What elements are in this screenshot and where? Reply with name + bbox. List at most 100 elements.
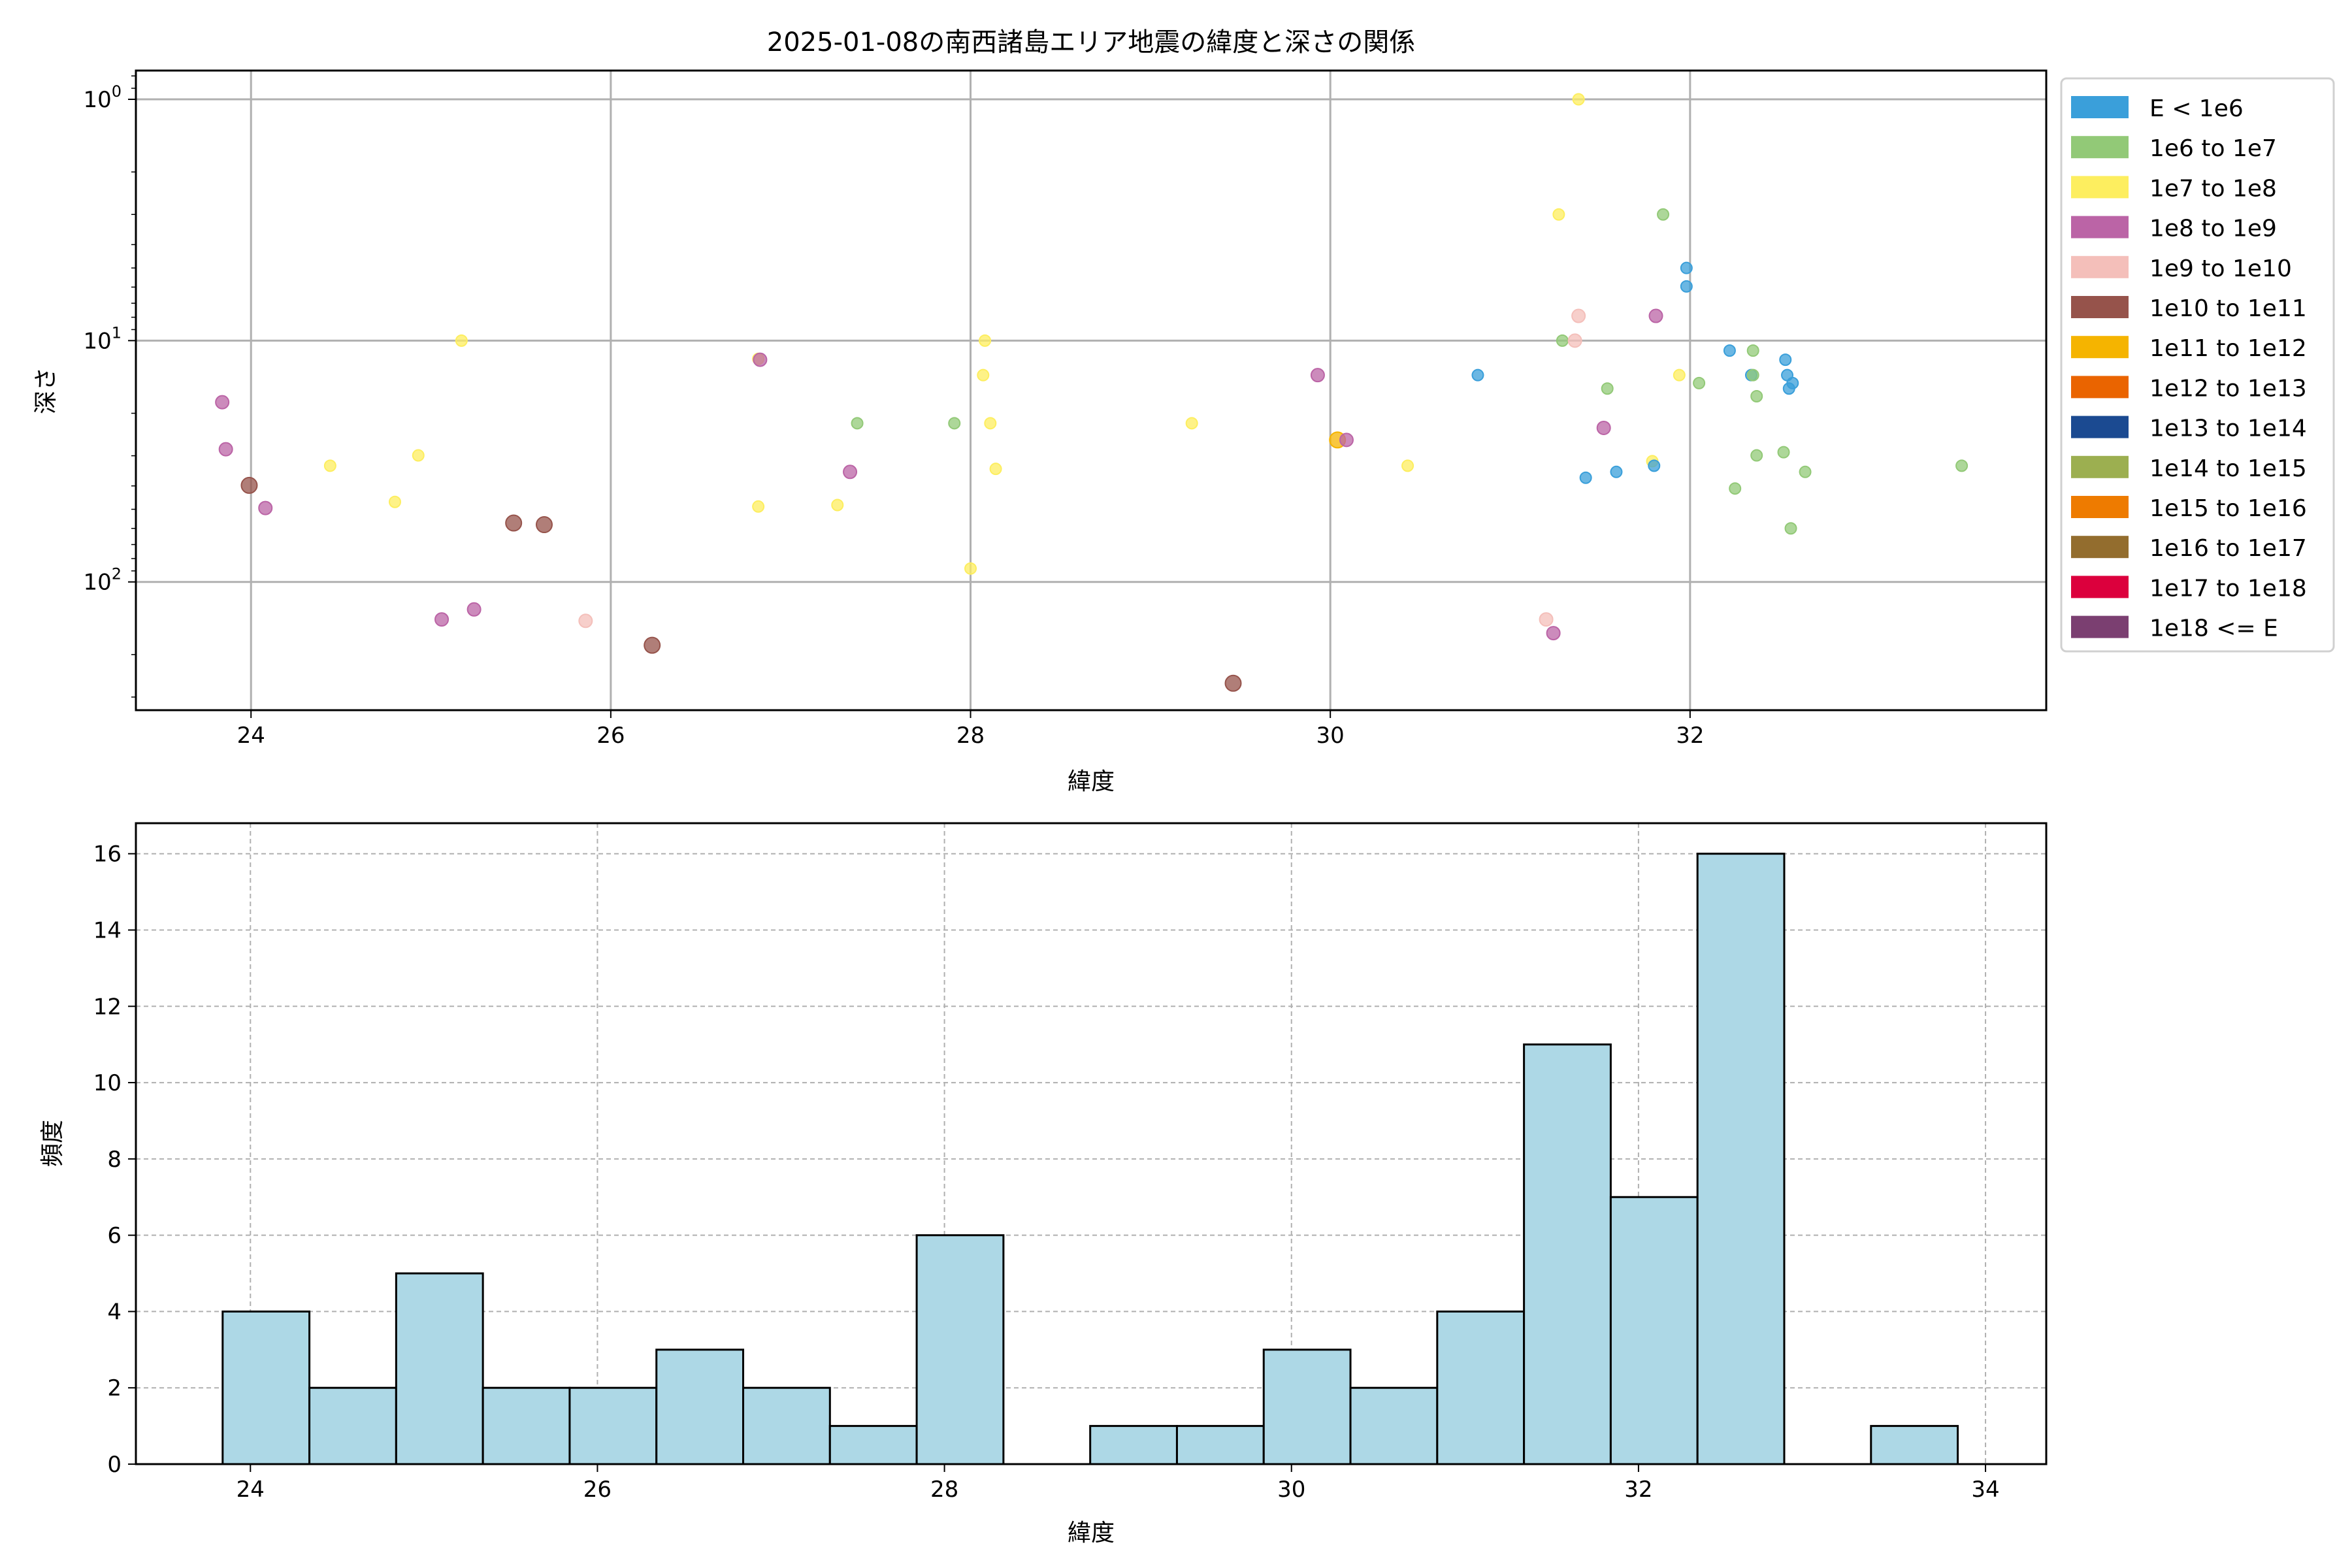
chart-title: 2025-01-08の南西諸島エリア地震の緯度と深さの関係 [767, 27, 1415, 57]
scatter-point [1648, 308, 1663, 323]
y-tick-label: 16 [93, 841, 122, 868]
scatter-point [1401, 459, 1414, 472]
histogram-bar [1436, 1310, 1526, 1465]
scatter-point [1750, 389, 1763, 402]
histogram-bar [1696, 853, 1786, 1465]
y-tick-label: 101 [83, 323, 122, 354]
histogram-bar [915, 1234, 1005, 1465]
legend-label: 1e17 to 1e18 [2149, 575, 2307, 602]
y-tick-label: 0 [107, 1452, 122, 1478]
legend-label: 1e12 to 1e13 [2149, 375, 2307, 402]
y-tick-label: 12 [93, 994, 122, 1020]
legend-swatch [2071, 576, 2129, 598]
legend-swatch [2071, 216, 2129, 238]
legend-label: 1e15 to 1e16 [2149, 495, 2307, 522]
scatter-point [1556, 334, 1569, 347]
scatter-point [1777, 446, 1790, 459]
scatter-plot: 24 26 28 30 32 100 101 102 [83, 69, 2048, 749]
scatter-point [964, 562, 977, 575]
scatter-point [1799, 465, 1812, 478]
scatter-point [1601, 382, 1614, 395]
legend-swatch [2071, 336, 2129, 359]
histogram-bar [1089, 1425, 1178, 1465]
scatter-point [1552, 208, 1565, 221]
scatter-point [455, 334, 468, 347]
legend-label: 1e13 to 1e14 [2149, 416, 2307, 442]
scatter-point [831, 498, 844, 512]
scatter-point [1339, 433, 1354, 448]
y-tick-label: 2 [107, 1375, 122, 1401]
y-tick-label: 4 [107, 1299, 122, 1325]
legend-label: 1e9 to 1e10 [2149, 255, 2292, 282]
scatter-point [218, 442, 233, 457]
legend-swatch [2071, 496, 2129, 518]
scatter-point [258, 500, 273, 515]
scatter-point [1567, 333, 1582, 348]
y-tick-label: 10 [93, 1070, 122, 1096]
histogram-bar [568, 1386, 658, 1465]
scatter-point [1786, 376, 1799, 389]
scatter-point [984, 417, 997, 430]
scatter-y-label: 深さ [33, 367, 59, 414]
scatter-point [1648, 459, 1661, 472]
legend-swatch [2071, 255, 2129, 278]
hist-y-label: 頻度 [39, 1120, 66, 1167]
hist-axes-frame [135, 822, 2048, 1465]
x-tick-label: 28 [930, 1477, 958, 1503]
scatter-point [1546, 626, 1561, 641]
scatter-point [1596, 420, 1611, 435]
scatter-point [1471, 368, 1484, 382]
y-tick-label: 100 [83, 82, 122, 113]
scatter-point [505, 514, 523, 532]
scatter-axes-frame [135, 69, 2048, 711]
scatter-point [1746, 368, 1759, 382]
scatter-point [1673, 368, 1686, 382]
scatter-point [644, 636, 661, 654]
histogram-bar [1523, 1043, 1612, 1465]
histogram-bar [828, 1425, 918, 1465]
legend-swatch [2071, 96, 2129, 118]
x-tick-label: 24 [237, 723, 265, 749]
scatter-point [977, 368, 990, 382]
hist-x-label: 緯度 [1068, 1520, 1115, 1546]
histogram-bar [395, 1272, 484, 1465]
x-tick-label: 30 [1277, 1477, 1305, 1503]
histogram-bar [1609, 1196, 1699, 1465]
histogram-bar [1349, 1386, 1439, 1465]
scatter-point [412, 449, 425, 462]
scatter-point [240, 476, 258, 494]
scatter-point [843, 465, 858, 480]
scatter-point [434, 612, 449, 627]
scatter-point [1310, 368, 1325, 383]
x-tick-label: 34 [1971, 1477, 1999, 1503]
scatter-point [535, 516, 553, 534]
histogram-bar [1870, 1425, 1959, 1465]
x-tick-label: 28 [956, 723, 985, 749]
scatter-point [1539, 612, 1554, 627]
scatter-point [1723, 344, 1736, 357]
scatter-point [1784, 522, 1797, 535]
histogram-bar [221, 1310, 311, 1465]
histogram-bar [1175, 1425, 1265, 1465]
y-tick-label: 102 [83, 565, 122, 596]
legend-swatch [2071, 416, 2129, 438]
scatter-point [388, 495, 401, 508]
legend-swatch [2071, 296, 2129, 318]
scatter-point [1579, 471, 1592, 484]
scatter-point [1657, 208, 1670, 221]
scatter-point [1680, 280, 1693, 293]
x-tick-label: 26 [596, 723, 625, 749]
scatter-point [1571, 308, 1586, 323]
legend-label: 1e16 to 1e17 [2149, 535, 2307, 562]
legend-swatch [2071, 455, 2129, 478]
histogram-bar [308, 1386, 397, 1465]
scatter-point [1693, 376, 1706, 389]
legend-swatch [2071, 176, 2129, 199]
scatter-point [1750, 449, 1763, 462]
scatter-point [851, 417, 864, 430]
scatter-point [1680, 261, 1693, 274]
scatter-point [1185, 417, 1198, 430]
legend-swatch [2071, 136, 2129, 159]
